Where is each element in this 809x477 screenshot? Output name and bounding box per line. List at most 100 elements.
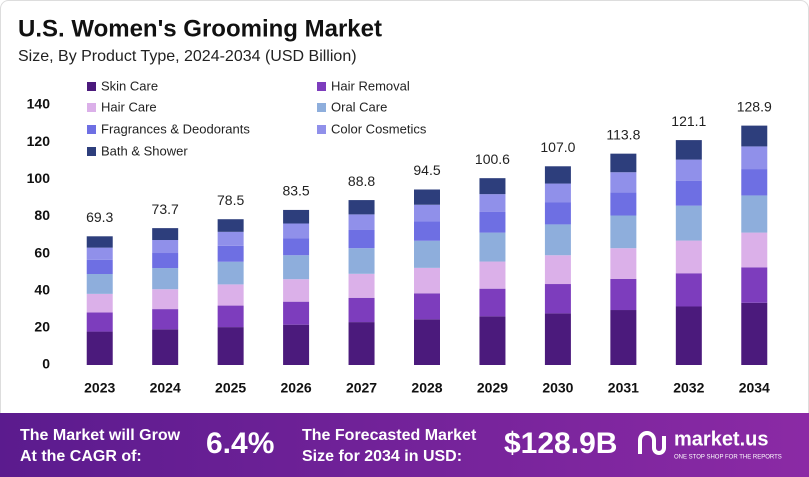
brand-tagline: ONE STOP SHOP FOR THE REPORTS <box>674 455 782 461</box>
bar-segment <box>675 240 702 274</box>
bar-segment <box>610 248 637 279</box>
bar-segment <box>741 302 768 365</box>
total-label: 100.6 <box>475 151 510 167</box>
bar-segment <box>479 261 506 289</box>
bar-segment <box>741 267 768 303</box>
forecast-text: The Forecasted Market Size for 2034 in US… <box>302 427 477 465</box>
bar-segment <box>348 248 375 274</box>
bar-segment <box>479 211 506 233</box>
total-label: 83.5 <box>282 183 309 199</box>
x-tick-label: 2029 <box>477 380 508 396</box>
bar-segment <box>283 223 310 239</box>
total-label: 88.8 <box>348 173 375 189</box>
forecast-value: $128.9B <box>504 427 617 460</box>
bar-segment <box>414 267 440 294</box>
x-tick-label: 2028 <box>411 380 442 396</box>
legend-label: Hair Removal <box>331 78 410 93</box>
cagr-line: The Market will Grow <box>20 427 181 444</box>
total-label: 113.8 <box>606 126 640 142</box>
total-label: 73.7 <box>152 201 179 217</box>
bar-segment <box>479 178 506 195</box>
bar-segment <box>283 301 310 325</box>
bar-segment <box>479 316 506 365</box>
bar-segment <box>86 293 113 313</box>
bar-segment <box>217 327 244 365</box>
legend-swatch <box>317 125 326 134</box>
forecast-line: Size for 2034 in USD: <box>302 448 462 465</box>
legend-swatch <box>87 147 96 156</box>
bar-segment <box>152 228 179 241</box>
bar-segment <box>544 183 571 203</box>
y-tick-label: 40 <box>34 281 50 297</box>
legend-swatch <box>317 103 326 112</box>
bar-segment <box>86 236 113 248</box>
forecast-line: The Forecasted Market <box>302 427 477 444</box>
total-label: 69.3 <box>86 209 113 225</box>
legend-label: Oral Care <box>331 99 387 114</box>
bar-segment <box>479 288 506 317</box>
bar-segment <box>283 209 310 224</box>
bar-segment <box>544 224 571 256</box>
bar-segment <box>414 319 440 365</box>
y-tick-label: 80 <box>34 207 50 223</box>
bar-segment <box>152 309 179 330</box>
bar-segment <box>544 255 571 285</box>
bar-segment <box>152 253 179 269</box>
bar-segment <box>675 273 702 307</box>
bar-segment <box>675 306 702 365</box>
bar-segment <box>479 194 506 212</box>
bar-segment <box>283 324 310 365</box>
bar-segment <box>152 268 179 290</box>
y-tick-label: 100 <box>27 170 51 186</box>
bar-segment <box>479 232 506 262</box>
bar-segment <box>610 310 637 365</box>
legend-label: Skin Care <box>101 78 158 93</box>
bar-segment <box>414 221 440 241</box>
bar-segment <box>348 200 375 215</box>
bar-segment <box>610 153 637 173</box>
legend-label: Hair Care <box>101 99 157 114</box>
x-tick-label: 2025 <box>215 380 246 396</box>
bar-segment <box>86 312 113 332</box>
bar-segment <box>610 215 637 249</box>
bar-segment <box>217 219 244 232</box>
bar-segment <box>152 289 179 310</box>
total-label: 128.9 <box>737 98 772 114</box>
bar-segment <box>217 261 244 285</box>
bar-segment <box>675 159 702 181</box>
bar-segment <box>86 331 113 365</box>
bar-segment <box>741 125 768 147</box>
bar-segment <box>217 305 244 328</box>
bar-segment <box>86 247 113 260</box>
legend-label: Fragrances & Deodorants <box>101 121 250 136</box>
footer-band <box>0 413 809 477</box>
x-tick-label: 2026 <box>281 380 312 396</box>
bar-segment <box>741 169 768 196</box>
total-label: 94.5 <box>413 162 440 178</box>
bar-segment <box>610 172 637 193</box>
bar-segment <box>86 259 113 274</box>
total-label: 107.0 <box>540 139 575 155</box>
bar-segment <box>675 140 702 160</box>
bar-segment <box>152 240 179 254</box>
bar-segment <box>348 214 375 230</box>
legend-swatch <box>87 125 96 134</box>
x-tick-label: 2032 <box>673 380 704 396</box>
y-tick-label: 120 <box>27 133 51 149</box>
bar-segment <box>348 322 375 365</box>
chart-title: U.S. Women's Grooming Market <box>18 15 382 42</box>
cagr-text: The Market will Grow At the CAGR of: <box>20 427 181 465</box>
bar-segment <box>217 284 244 306</box>
bar-segment <box>152 329 179 365</box>
bar-segment <box>86 274 113 294</box>
bar-segment <box>741 232 768 268</box>
legend-swatch <box>317 82 326 91</box>
bar-segment <box>283 238 310 256</box>
bar-segment <box>414 240 440 268</box>
bar-segment <box>283 279 310 302</box>
y-tick-label: 60 <box>34 244 50 260</box>
legend-label: Bath & Shower <box>101 143 188 158</box>
bar-segment <box>414 189 440 205</box>
total-label: 78.5 <box>217 192 244 208</box>
x-tick-label: 2023 <box>84 380 115 396</box>
